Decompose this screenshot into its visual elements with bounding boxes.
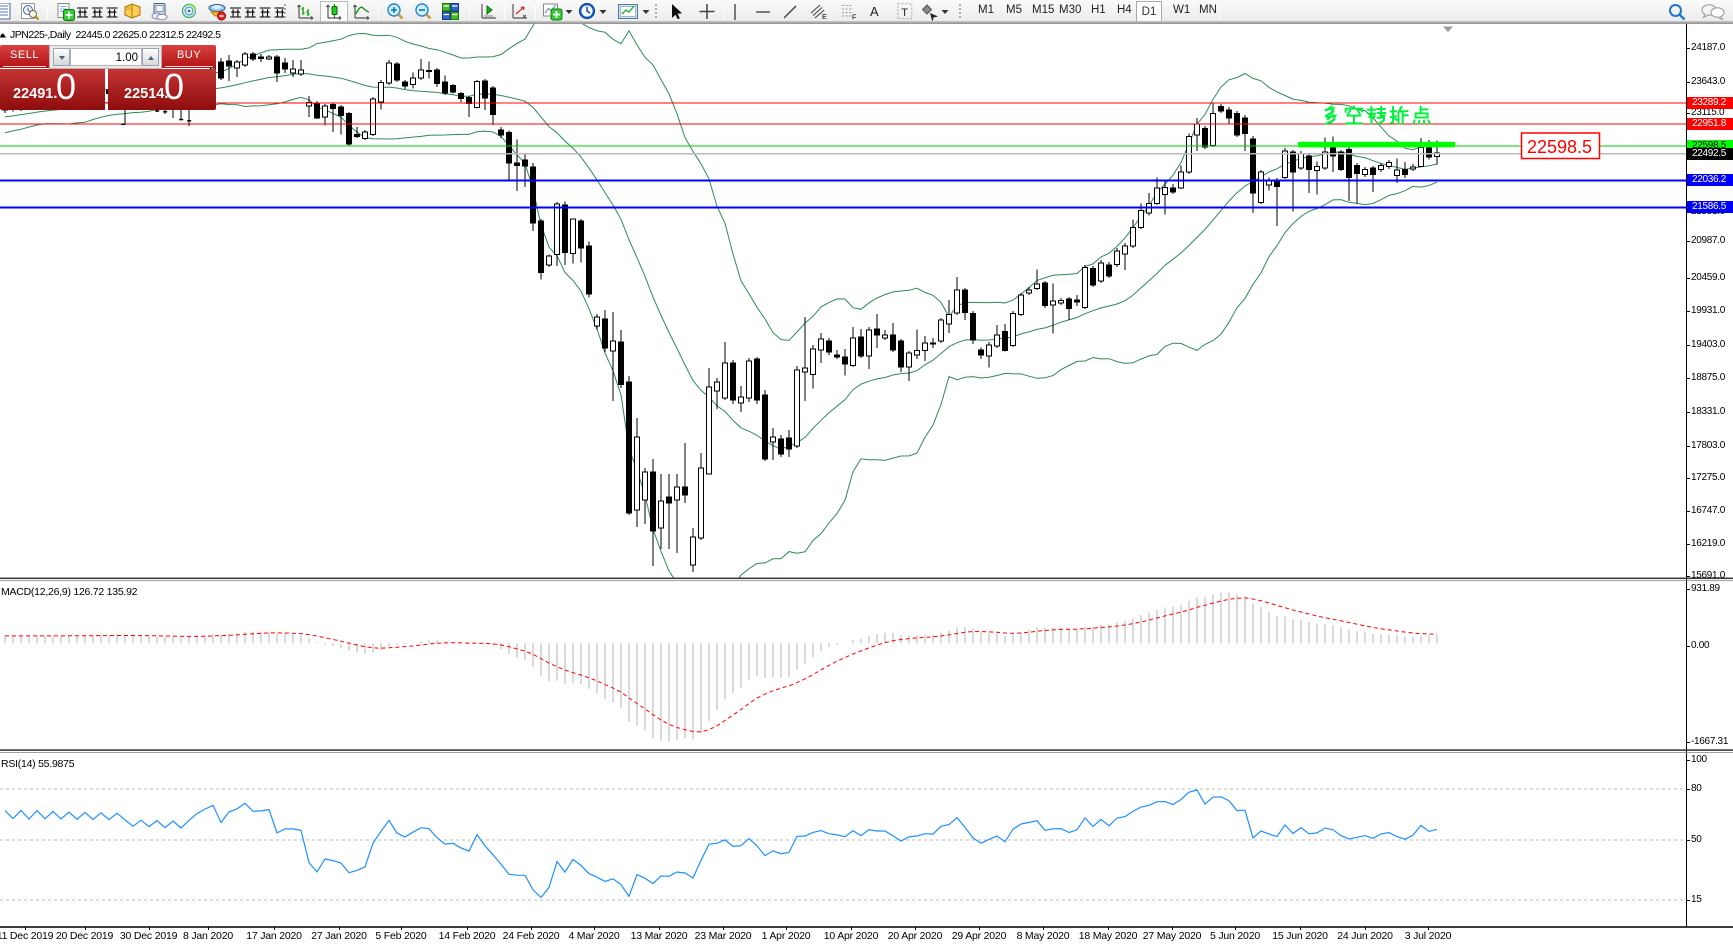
svg-text:E: E bbox=[822, 14, 827, 21]
svg-text:F: F bbox=[852, 15, 856, 22]
svg-text:T: T bbox=[901, 7, 908, 19]
svg-text:22598.5: 22598.5 bbox=[1527, 137, 1592, 157]
